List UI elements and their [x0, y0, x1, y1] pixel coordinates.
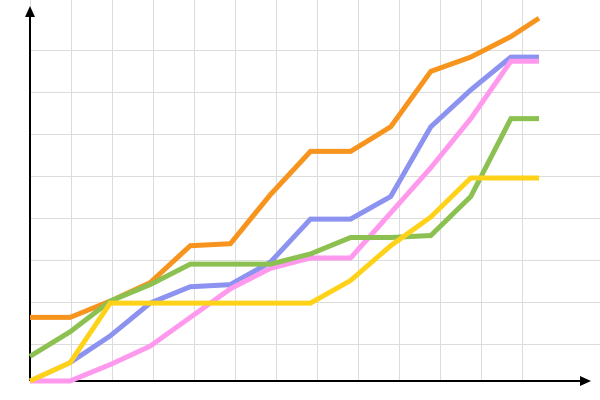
- y-axis-arrow-icon: [25, 6, 35, 17]
- series-line-green: [28, 116, 539, 359]
- vertical-gridlines: [30, 0, 523, 381]
- series-line-yellow: [28, 175, 539, 384]
- data-series-group: [28, 16, 541, 384]
- series-line-orange: [30, 16, 541, 320]
- series-line-pink: [30, 58, 539, 384]
- x-axis-arrow-icon: [580, 376, 591, 386]
- series-line-periwinkle: [28, 54, 539, 384]
